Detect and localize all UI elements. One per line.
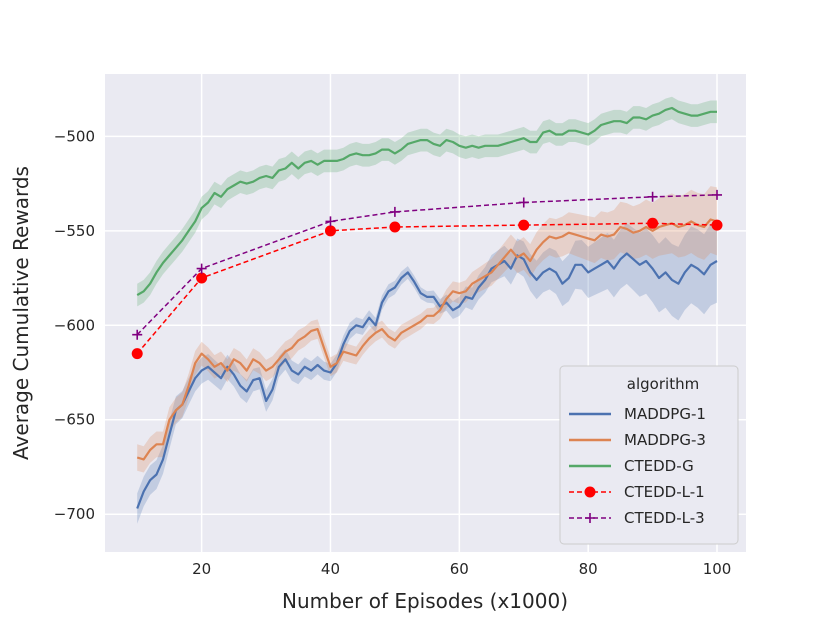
x-axis-label: Number of Episodes (x1000) xyxy=(282,589,568,613)
legend-label-ctedd-g: CTEDD-G xyxy=(624,457,694,475)
confidence-bands xyxy=(137,96,717,524)
ctedd-l-1-point xyxy=(196,272,208,284)
y-tick-label: −700 xyxy=(54,505,95,523)
legend-box xyxy=(559,365,739,545)
maddpg-3-line xyxy=(136,218,718,461)
legend-label-maddpg-3: MADDPG-3 xyxy=(624,431,706,449)
y-tick-label: −650 xyxy=(54,411,95,429)
ctedd-l-1-point xyxy=(389,221,401,233)
maddpg-3-band xyxy=(137,186,717,473)
ctedd-l-3-point xyxy=(518,197,529,208)
y-tick-label: −600 xyxy=(54,316,95,334)
y-tick-label: −500 xyxy=(54,127,95,145)
maddpg-1-band xyxy=(137,219,717,524)
ctedd-l-1-point xyxy=(647,217,659,229)
ctedd-l-1-point xyxy=(324,225,336,237)
legend-title: algorithm xyxy=(627,375,699,393)
x-tick-label: 100 xyxy=(703,560,732,578)
legend-marker-ctedd-l-1 xyxy=(584,486,596,498)
maddpg-1-line xyxy=(136,252,718,509)
legend-label-ctedd-l-3: CTEDD-L-3 xyxy=(624,509,705,527)
ctedd-l-3-point xyxy=(647,191,658,202)
ctedd-g-line xyxy=(136,106,717,297)
legend-marker-ctedd-l-3 xyxy=(585,513,595,523)
x-tick-label: 80 xyxy=(579,560,598,578)
ctedd-l-3-point xyxy=(196,263,207,274)
y-tick-labels: −700 −650 −600 −550 −500 xyxy=(54,127,95,523)
legend-label-maddpg-1: MADDPG-1 xyxy=(624,405,706,423)
ctedd-l-1-point xyxy=(711,219,723,231)
x-tick-label: 20 xyxy=(192,560,211,578)
series-markers xyxy=(131,189,723,360)
x-tick-label: 60 xyxy=(450,560,469,578)
x-tick-label: 40 xyxy=(321,560,340,578)
ctedd-l-3-point xyxy=(389,206,400,217)
legend: algorithm MADDPG-1 MADDPG-3 CTEDD-G CTEDD-L… xyxy=(559,365,739,545)
ctedd-l-3-point xyxy=(712,189,723,200)
legend-label-ctedd-l-1: CTEDD-L-1 xyxy=(624,483,705,501)
ctedd-l-3-point xyxy=(325,216,336,227)
ctedd-g-band xyxy=(137,96,717,307)
y-axis-label: Average Cumulative Rewards xyxy=(9,166,33,460)
ctedd-l-3-point xyxy=(132,329,143,340)
ctedd-l-1-point xyxy=(518,219,530,231)
x-tick-labels: 20 40 60 80 100 xyxy=(192,560,731,578)
y-tick-label: −550 xyxy=(54,222,95,240)
ctedd-l-1-point xyxy=(131,348,143,360)
